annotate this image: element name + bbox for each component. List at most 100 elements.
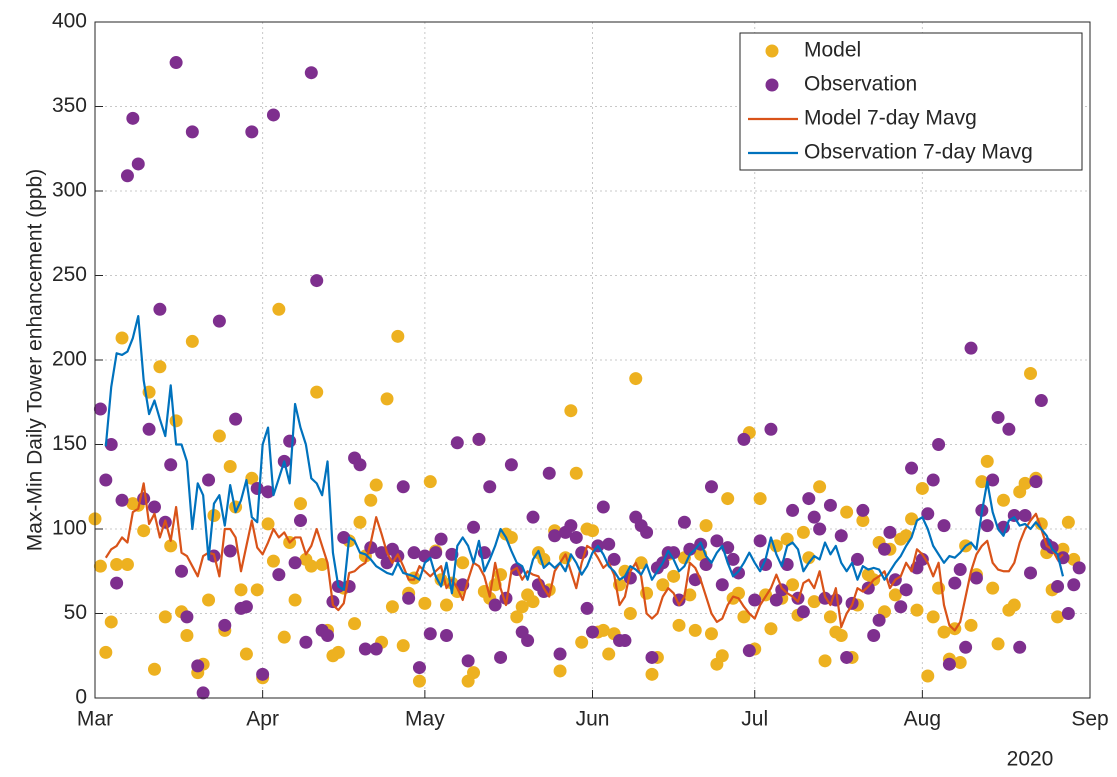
data-point bbox=[840, 650, 854, 664]
data-point bbox=[1067, 578, 1081, 592]
data-point bbox=[769, 593, 783, 607]
data-point bbox=[396, 480, 410, 494]
data-point bbox=[813, 480, 827, 494]
data-point bbox=[456, 556, 470, 570]
data-point bbox=[223, 544, 237, 558]
x-tick-label: May bbox=[405, 708, 445, 731]
data-point bbox=[131, 157, 145, 171]
data-point bbox=[153, 302, 167, 316]
data-point bbox=[715, 578, 729, 592]
data-point bbox=[423, 475, 437, 489]
data-point bbox=[932, 438, 946, 451]
data-point bbox=[569, 530, 583, 544]
data-point bbox=[245, 471, 259, 485]
data-point bbox=[115, 493, 129, 507]
series-line bbox=[104, 314, 1065, 595]
data-point bbox=[180, 610, 194, 624]
data-point bbox=[147, 662, 161, 676]
data-point bbox=[629, 372, 643, 386]
data-point bbox=[867, 628, 881, 642]
data-point bbox=[385, 600, 399, 614]
y-axis-label: Max-Min Daily Tower enhancement (ppb) bbox=[24, 169, 47, 551]
data-point bbox=[283, 434, 297, 448]
data-point bbox=[207, 508, 221, 522]
data-point bbox=[223, 459, 237, 473]
data-point bbox=[888, 588, 902, 602]
data-point bbox=[796, 605, 810, 619]
data-point bbox=[137, 524, 151, 538]
data-point bbox=[975, 475, 989, 489]
data-point bbox=[964, 341, 978, 355]
data-point bbox=[937, 625, 951, 639]
data-point bbox=[304, 66, 318, 80]
data-point bbox=[802, 551, 816, 565]
data-point bbox=[412, 674, 426, 688]
data-point bbox=[467, 520, 481, 534]
legend-label: Model bbox=[804, 39, 861, 62]
data-point bbox=[439, 628, 453, 642]
data-point bbox=[1002, 422, 1016, 436]
data-point bbox=[715, 649, 729, 663]
data-point bbox=[120, 169, 134, 183]
data-point bbox=[823, 610, 837, 624]
data-point bbox=[494, 650, 508, 664]
data-point bbox=[256, 667, 270, 681]
data-point bbox=[905, 461, 919, 475]
plot-frame bbox=[94, 21, 1091, 699]
data-point bbox=[1072, 561, 1086, 575]
data-point bbox=[569, 466, 583, 480]
data-point bbox=[266, 554, 280, 568]
data-point bbox=[872, 613, 886, 627]
data-point bbox=[142, 422, 156, 436]
data-point bbox=[667, 569, 681, 583]
data-point bbox=[959, 640, 973, 654]
legend-box bbox=[739, 32, 1083, 171]
y-tick-label: 250 bbox=[52, 263, 87, 286]
data-point bbox=[467, 666, 481, 680]
data-point bbox=[429, 546, 443, 560]
data-point bbox=[180, 628, 194, 642]
data-point bbox=[786, 578, 800, 592]
data-point bbox=[980, 519, 994, 533]
data-point bbox=[212, 314, 226, 328]
x-tick-label: Sep bbox=[1071, 708, 1108, 731]
data-point bbox=[239, 647, 253, 661]
data-point bbox=[834, 628, 848, 642]
legend-marker bbox=[765, 44, 779, 58]
data-point bbox=[840, 505, 854, 519]
data-point bbox=[272, 568, 286, 582]
data-point bbox=[986, 581, 1000, 595]
data-point bbox=[688, 623, 702, 637]
data-point bbox=[802, 492, 816, 506]
data-point bbox=[964, 618, 978, 632]
data-point bbox=[185, 125, 199, 139]
data-point bbox=[191, 659, 205, 673]
data-point bbox=[526, 510, 540, 524]
data-point bbox=[818, 654, 832, 668]
data-point bbox=[1061, 607, 1075, 620]
data-point bbox=[807, 595, 821, 609]
data-point bbox=[434, 532, 448, 546]
data-point bbox=[353, 458, 367, 472]
y-tick-label: 50 bbox=[64, 601, 87, 624]
data-point bbox=[412, 661, 426, 675]
y-tick-label: 350 bbox=[52, 94, 87, 117]
data-point bbox=[164, 458, 178, 472]
data-point bbox=[331, 645, 345, 659]
data-point bbox=[158, 610, 172, 624]
data-point bbox=[450, 436, 464, 450]
data-point bbox=[623, 607, 637, 620]
data-point bbox=[488, 598, 502, 612]
data-point bbox=[315, 557, 329, 571]
data-point bbox=[1018, 476, 1032, 490]
data-point bbox=[277, 630, 291, 644]
data-point bbox=[996, 493, 1010, 507]
data-point bbox=[580, 601, 594, 615]
data-point bbox=[910, 603, 924, 617]
data-point bbox=[126, 111, 140, 125]
data-point bbox=[856, 514, 870, 528]
data-point bbox=[921, 507, 935, 521]
data-point bbox=[953, 563, 967, 577]
data-point bbox=[510, 610, 524, 624]
data-point bbox=[737, 610, 751, 624]
